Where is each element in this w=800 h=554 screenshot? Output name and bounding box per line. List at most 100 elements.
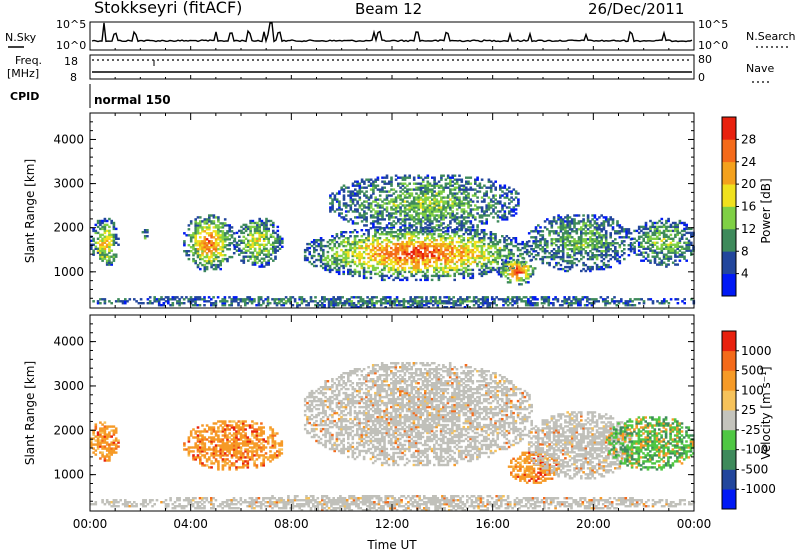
power-cell	[561, 255, 565, 259]
power-cell	[185, 254, 188, 257]
power-cell	[577, 240, 581, 243]
power-cell	[99, 251, 102, 254]
power-cell	[191, 304, 195, 307]
power-cell	[385, 210, 389, 213]
power-cell	[314, 304, 317, 307]
power-cell	[248, 296, 252, 299]
power-cell	[366, 302, 369, 305]
power-cell	[201, 248, 204, 251]
power-cell	[663, 302, 666, 305]
power-cell	[531, 298, 535, 301]
power-cell	[419, 226, 423, 229]
power-cell	[367, 204, 371, 207]
power-cell	[344, 244, 348, 248]
power-cell	[449, 182, 452, 185]
power-cell	[453, 246, 456, 250]
power-cell	[478, 256, 481, 260]
power-cell	[514, 212, 518, 215]
power-cell	[101, 233, 104, 237]
power-cell	[442, 240, 445, 244]
power-cell	[99, 247, 102, 250]
power-cell	[462, 262, 466, 266]
power-cell	[428, 202, 432, 205]
power-cell	[360, 229, 364, 232]
power-cell	[326, 250, 330, 254]
power-cell	[196, 296, 200, 299]
power-cell	[496, 250, 499, 254]
power-cell	[329, 196, 332, 199]
power-cell	[406, 212, 409, 215]
power-cell	[205, 265, 209, 269]
power-cell	[516, 246, 520, 250]
power-cell	[515, 263, 519, 266]
power-cell	[356, 254, 359, 258]
power-cell	[480, 274, 484, 278]
power-cell	[604, 298, 607, 301]
power-cell	[365, 244, 368, 248]
power-cell	[667, 259, 670, 262]
power-cell	[196, 228, 200, 231]
power-cell	[274, 237, 277, 240]
power-cell	[601, 298, 605, 301]
power-cell	[350, 304, 354, 307]
power-cell	[468, 300, 471, 303]
power-cell	[210, 240, 213, 243]
power-cell	[196, 248, 200, 251]
power-cell	[602, 224, 606, 227]
power-cell	[491, 252, 495, 256]
power-cell	[269, 219, 273, 223]
power-cell	[374, 272, 377, 276]
power-cell	[589, 257, 592, 261]
power-cell	[598, 246, 601, 249]
power-cell	[162, 298, 166, 301]
power-cell	[546, 250, 549, 253]
power-cell	[653, 259, 657, 262]
power-cell	[505, 235, 509, 238]
power-cell	[403, 204, 407, 207]
power-cell	[328, 242, 332, 246]
power-cell	[447, 300, 451, 303]
power-cell	[390, 178, 393, 181]
power-cell	[349, 218, 353, 221]
power-cell	[455, 231, 459, 234]
power-cell	[611, 240, 615, 243]
power-cell	[455, 186, 459, 189]
power-cell	[233, 239, 237, 242]
power-cell	[256, 261, 259, 264]
power-cell	[472, 304, 476, 307]
power-cell	[532, 255, 535, 259]
power-cell	[385, 206, 389, 209]
power-cell	[348, 302, 351, 305]
power-cell	[602, 257, 606, 261]
power-cell	[226, 248, 229, 251]
power-cell	[461, 302, 465, 305]
power-cell	[110, 263, 113, 266]
power-cell	[554, 296, 557, 299]
power-cell	[524, 271, 528, 274]
power-cell	[474, 182, 477, 185]
power-cell	[494, 239, 497, 242]
power-cell	[334, 302, 338, 305]
power-cell	[614, 230, 617, 233]
power-cell	[212, 244, 216, 247]
power-cell	[351, 260, 355, 264]
power-cell	[337, 266, 341, 270]
power-cell	[408, 188, 411, 191]
power-cell	[471, 188, 475, 191]
power-cell	[525, 244, 529, 248]
power-cell	[555, 263, 558, 267]
power-cell	[476, 246, 479, 250]
power-cell	[399, 237, 402, 240]
power-cell	[367, 202, 371, 205]
power-cell	[437, 276, 441, 280]
power-cell	[631, 300, 634, 303]
power-cell	[685, 241, 688, 244]
power-cell	[380, 268, 384, 272]
power-cell	[385, 239, 389, 242]
power-cell	[559, 226, 563, 229]
power-cell	[580, 252, 583, 255]
power-cell	[365, 220, 368, 223]
power-cell	[417, 270, 420, 274]
power-cell	[486, 302, 489, 305]
power-cell	[280, 300, 283, 303]
